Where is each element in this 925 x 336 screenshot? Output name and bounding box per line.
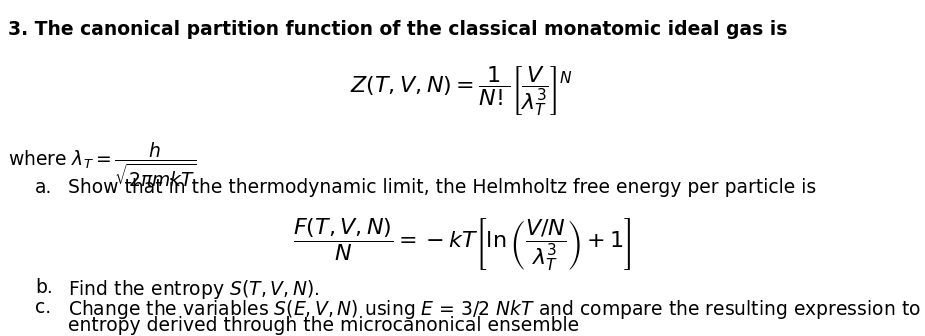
Text: where $\lambda_T = \dfrac{h}{\sqrt{2\pi mkT}}$: where $\lambda_T = \dfrac{h}{\sqrt{2\pi … <box>8 141 197 189</box>
Text: Find the entropy $S(T,V,N)$.: Find the entropy $S(T,V,N)$. <box>68 278 319 301</box>
Text: entropy derived through the microcanonical ensemble: entropy derived through the microcanonic… <box>68 316 579 335</box>
Text: a.: a. <box>35 178 53 197</box>
Text: 3. The canonical partition function of the classical monatomic ideal gas is: 3. The canonical partition function of t… <box>8 20 787 39</box>
Text: b.: b. <box>35 278 53 297</box>
Text: Show that in the thermodynamic limit, the Helmholtz free energy per particle is: Show that in the thermodynamic limit, th… <box>68 178 816 197</box>
Text: $\dfrac{F(T,V,N)}{N} = -kT\left[\ln\left(\dfrac{V/N}{\lambda_T^{3}}\right)+1\rig: $\dfrac{F(T,V,N)}{N} = -kT\left[\ln\left… <box>292 216 632 272</box>
Text: Change the variables $S(E,V,N)$ using $E$ = 3/2 $NkT$ and compare the resulting : Change the variables $S(E,V,N)$ using $E… <box>68 298 925 321</box>
Text: $Z(T,V,N) = \dfrac{1}{N!}\left[\dfrac{V}{\lambda_T^{3}}\right]^{N}$: $Z(T,V,N) = \dfrac{1}{N!}\left[\dfrac{V}… <box>351 64 574 117</box>
Text: c.: c. <box>35 298 51 317</box>
